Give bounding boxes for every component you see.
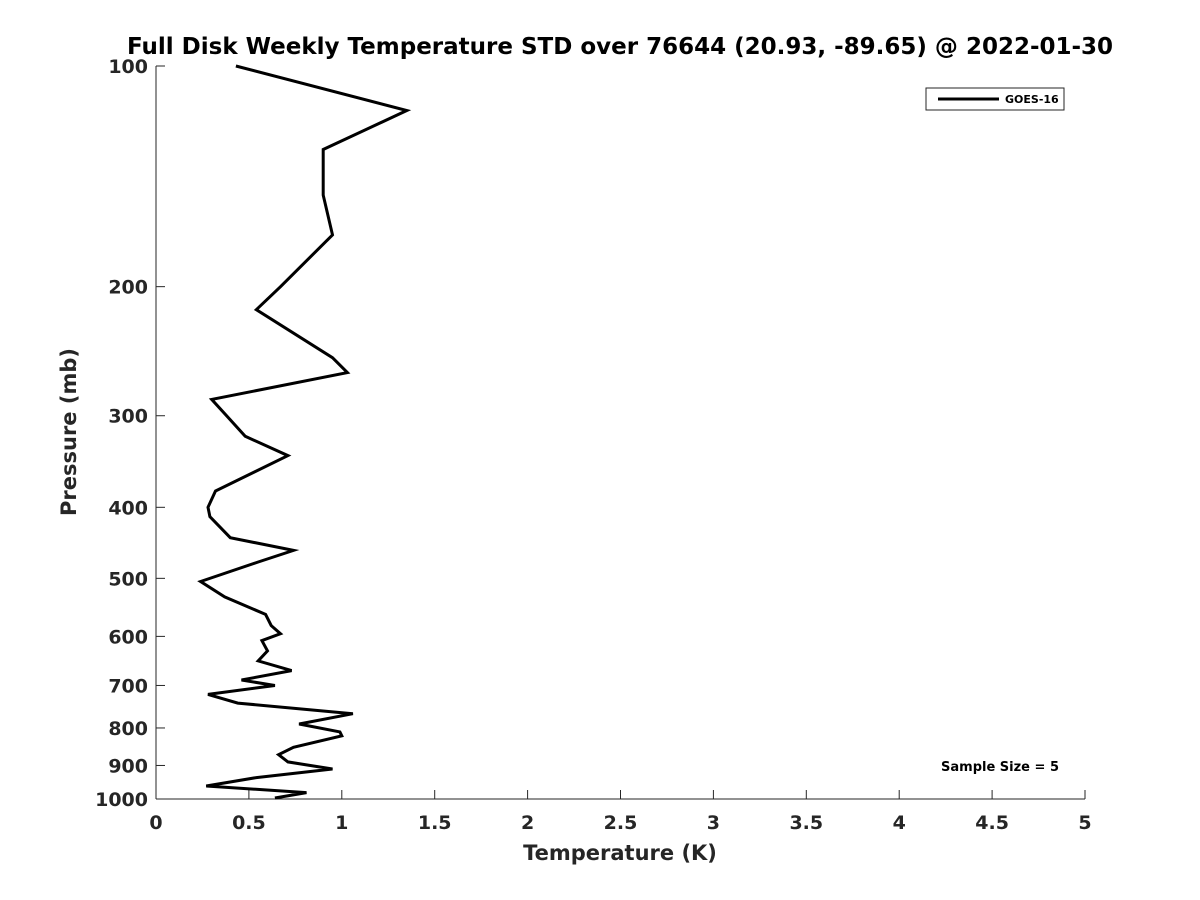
y-tick-label: 300 — [108, 406, 148, 428]
x-ticks: 0 0.5 1 1.5 2 2.5 3 3.5 4 4.5 5 — [149, 790, 1092, 834]
legend-label-goes-16: GOES-16 — [1005, 93, 1059, 106]
x-tick-label: 0.5 — [232, 812, 266, 834]
x-tick-label: 3 — [707, 812, 720, 834]
x-tick-label: 5 — [1078, 812, 1091, 834]
y-tick-label: 100 — [108, 56, 148, 78]
x-tick-label: 3.5 — [789, 812, 823, 834]
y-axis-label: Pressure (mb) — [57, 348, 81, 516]
x-tick-label: 1.5 — [418, 812, 452, 834]
y-tick-label: 200 — [108, 277, 148, 299]
x-tick-label: 2.5 — [604, 812, 638, 834]
y-tick-label: 600 — [108, 626, 148, 648]
x-tick-label: 4 — [893, 812, 906, 834]
x-axis-label: Temperature (K) — [523, 841, 717, 865]
y-tick-label: 1000 — [95, 789, 148, 811]
series-line-goes-16 — [197, 64, 412, 800]
y-tick-label: 400 — [108, 497, 148, 519]
sample-size-annotation: Sample Size = 5 — [941, 760, 1059, 775]
y-tick-label: 700 — [108, 675, 148, 697]
legend: GOES-16 — [925, 87, 1065, 111]
y-ticks: 100 200 300 400 500 600 700 800 900 1000 — [95, 56, 165, 811]
x-tick-label: 1 — [335, 812, 348, 834]
x-tick-label: 2 — [521, 812, 534, 834]
series-group — [197, 64, 412, 800]
y-tick-label: 900 — [108, 755, 148, 777]
x-tick-label: 4.5 — [975, 812, 1009, 834]
y-tick-label: 800 — [108, 718, 148, 740]
x-tick-label: 0 — [149, 812, 162, 834]
chart-title: Full Disk Weekly Temperature STD over 76… — [127, 34, 1113, 60]
y-tick-label: 500 — [108, 568, 148, 590]
